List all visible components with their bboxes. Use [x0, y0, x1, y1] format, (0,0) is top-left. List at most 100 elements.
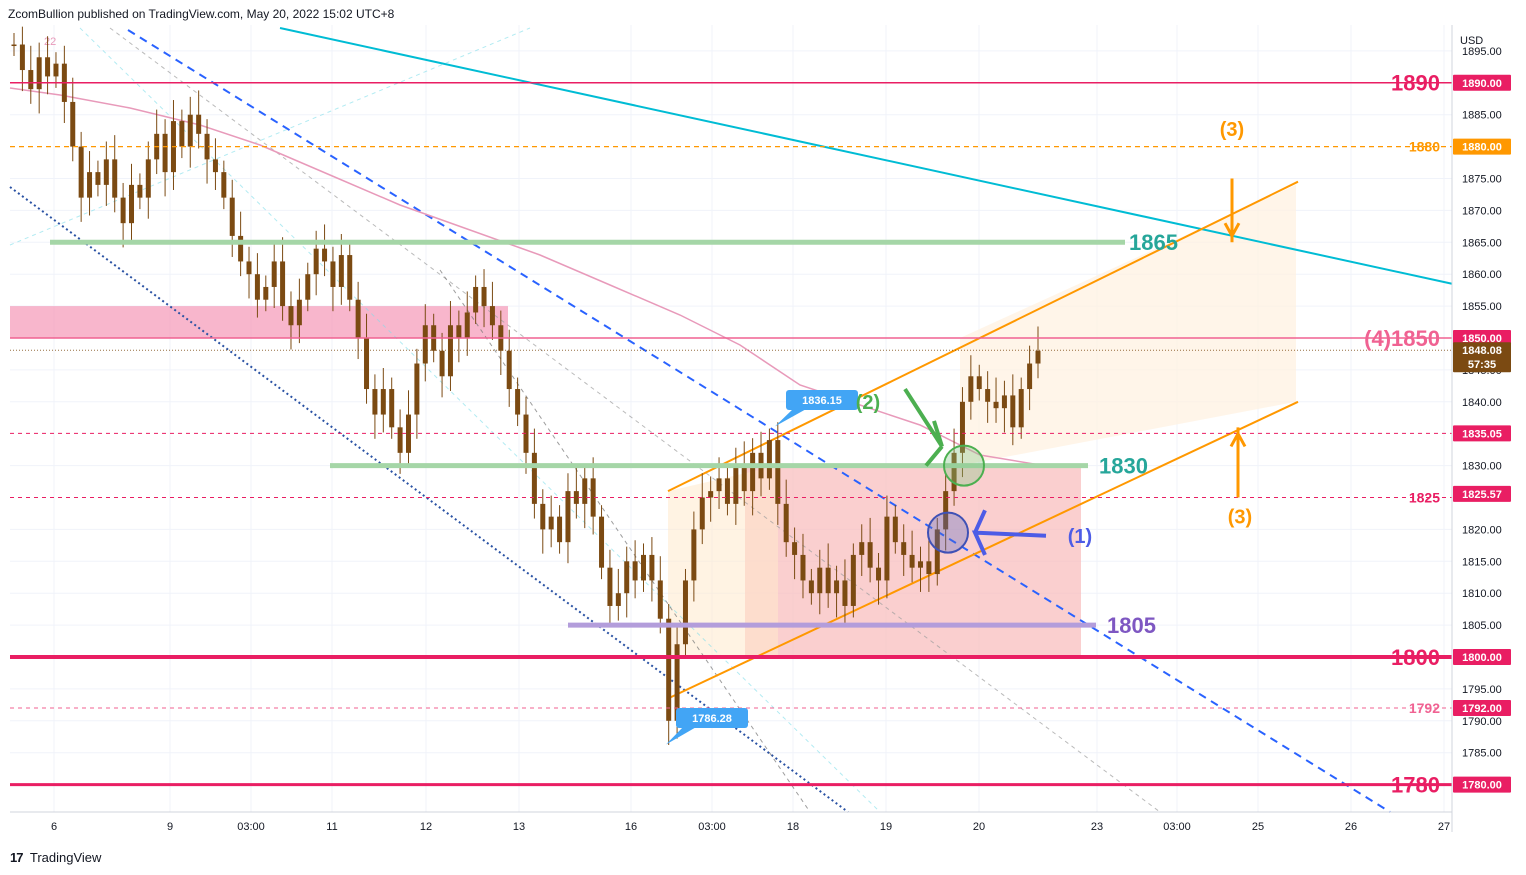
tradingview-logo-text: TradingView: [29, 850, 102, 865]
candle-body: [372, 389, 378, 415]
chart-grid: [10, 25, 1452, 812]
orange-zone-left: [668, 465, 778, 657]
candle-body: [901, 542, 907, 555]
wave1-circle: [927, 511, 969, 554]
candle-body: [322, 248, 328, 262]
level-label-1880: 1880: [1409, 139, 1440, 155]
candle-body: [959, 401, 965, 453]
candle-body: [599, 516, 605, 568]
candle-body: [682, 580, 688, 645]
candle-body: [129, 184, 135, 224]
candle-body: [540, 503, 546, 530]
candle-body: [305, 274, 311, 300]
time-tick: 11: [326, 821, 337, 833]
candle-body: [70, 101, 76, 147]
time-tick: 26: [1345, 821, 1357, 833]
wave-label-3-bottom: (3): [1228, 507, 1252, 529]
time-tick: 9: [167, 821, 173, 833]
candle-body: [355, 299, 361, 338]
breakout-circle: [943, 444, 985, 487]
candle-body: [112, 159, 118, 198]
callout-low-label: 1786.28: [692, 713, 732, 725]
candle-body: [414, 363, 420, 415]
candle-body: [708, 491, 714, 498]
time-tick: 19: [880, 821, 892, 833]
candle-body: [162, 133, 168, 173]
candle-body: [330, 261, 336, 287]
price-tag: [1453, 425, 1511, 442]
candle-body: [481, 286, 487, 307]
currency-label: USD: [1460, 35, 1483, 47]
candle-body: [917, 561, 923, 568]
candle-body: [288, 306, 294, 326]
price-tick: 1810.00: [1462, 588, 1502, 600]
candle-body: [456, 325, 462, 338]
level-label-1805: 1805: [1107, 613, 1156, 638]
candle-body: [229, 197, 235, 236]
candle-body: [137, 184, 143, 198]
price-tag-countdown: 57:35: [1468, 359, 1496, 371]
time-tick: 03:00: [698, 821, 726, 833]
orange-arrow-up: [1229, 427, 1247, 498]
grey-dashed-line-2: [439, 269, 811, 813]
time-tick: 18: [787, 821, 799, 833]
candle-body: [876, 567, 882, 581]
candle-body: [28, 70, 34, 90]
candle-body: [515, 389, 521, 415]
candle-body: [775, 440, 781, 504]
price-tick: 1830.00: [1462, 461, 1502, 473]
candle-body: [926, 561, 932, 575]
price-tag-label: 1792.00: [1462, 703, 1502, 715]
time-tick: 03:00: [1163, 821, 1191, 833]
candle-body: [783, 503, 789, 543]
candle-body: [657, 580, 663, 619]
candle-body: [380, 389, 386, 415]
price-tick: 1785.00: [1462, 748, 1502, 760]
price-tick: 1840.00: [1462, 397, 1502, 409]
candle-body: [271, 261, 277, 287]
time-tick: 25: [1252, 821, 1264, 833]
candle-body: [976, 376, 982, 390]
candle-body: [36, 57, 42, 90]
level-label-1890: 1890: [1391, 71, 1440, 96]
candle-body: [422, 325, 428, 364]
price-tick: 1875.00: [1462, 174, 1502, 186]
candle-body: [196, 114, 202, 134]
time-tick: 20: [973, 821, 985, 833]
candle-body: [19, 44, 25, 71]
price-tag-label: 1890.00: [1462, 78, 1502, 90]
candle-body: [850, 554, 856, 606]
candle-body: [766, 440, 772, 479]
candle-body: [389, 389, 395, 428]
candle-body: [254, 274, 260, 300]
candle-body: [120, 197, 126, 224]
candle-body: [87, 172, 93, 198]
time-tick: 27: [1438, 821, 1450, 833]
candle-body: [691, 529, 697, 581]
price-tag-label: 1825.57: [1462, 489, 1502, 501]
price-tick: 1860.00: [1462, 269, 1502, 281]
candle-body: [347, 255, 353, 300]
candle-body: [1035, 350, 1041, 364]
candle-body: [11, 44, 17, 47]
candle-body: [557, 516, 563, 543]
candle-body: [582, 478, 588, 504]
candle-body: [573, 491, 579, 504]
orange-arrow-down: [1223, 178, 1241, 243]
moving-average: [9, 87, 1041, 466]
price-tag: [1453, 342, 1511, 373]
tradingview-logo[interactable]: 17 TradingView: [10, 850, 101, 865]
blue-dashed-channel: [127, 29, 1391, 813]
channel-upper: [667, 180, 1299, 493]
candle-body: [649, 554, 655, 581]
level-label-1780: 1780: [1391, 773, 1440, 798]
candle-body: [221, 172, 227, 198]
time-tick: 12: [420, 821, 432, 833]
candle-body: [968, 376, 974, 402]
time-tick: 23: [1091, 821, 1103, 833]
candle-body: [615, 593, 621, 606]
candle-body: [993, 401, 999, 409]
callout-high-label: 1836.15: [802, 395, 842, 407]
annotations: 1836.15 1786.28 (1) (2) (3) (3): [666, 119, 1252, 745]
